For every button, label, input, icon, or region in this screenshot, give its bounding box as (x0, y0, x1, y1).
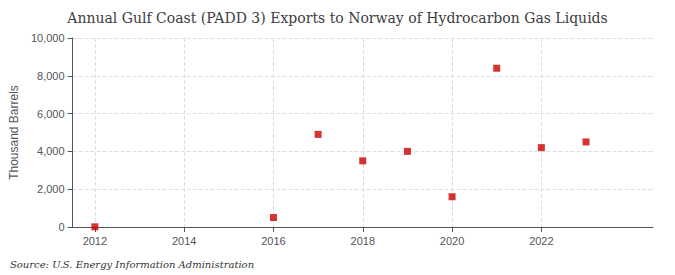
svg-text:Source: U.S. Energy Informatio: Source: U.S. Energy Information Administ… (10, 259, 254, 270)
svg-text:2022: 2022 (529, 235, 553, 247)
svg-text:4,000: 4,000 (37, 145, 65, 157)
svg-text:Annual Gulf Coast (PADD 3) Exp: Annual Gulf Coast (PADD 3) Exports to No… (66, 10, 607, 26)
svg-text:0: 0 (58, 221, 64, 233)
svg-text:2014: 2014 (172, 235, 196, 247)
svg-text:10,000: 10,000 (31, 32, 65, 44)
svg-text:2020: 2020 (440, 235, 464, 247)
svg-text:2016: 2016 (261, 235, 285, 247)
svg-text:8,000: 8,000 (37, 70, 65, 82)
svg-text:6,000: 6,000 (37, 108, 65, 120)
svg-text:Thousand Barrels: Thousand Barrels (7, 85, 21, 180)
svg-text:2012: 2012 (83, 235, 107, 247)
svg-text:2018: 2018 (351, 235, 375, 247)
svg-text:2,000: 2,000 (37, 183, 65, 195)
